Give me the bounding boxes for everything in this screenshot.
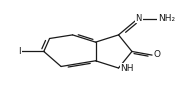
Text: N: N — [135, 14, 142, 23]
Text: I: I — [19, 47, 21, 56]
Text: NH: NH — [120, 64, 134, 73]
Text: O: O — [154, 50, 161, 59]
Text: NH₂: NH₂ — [158, 14, 175, 23]
